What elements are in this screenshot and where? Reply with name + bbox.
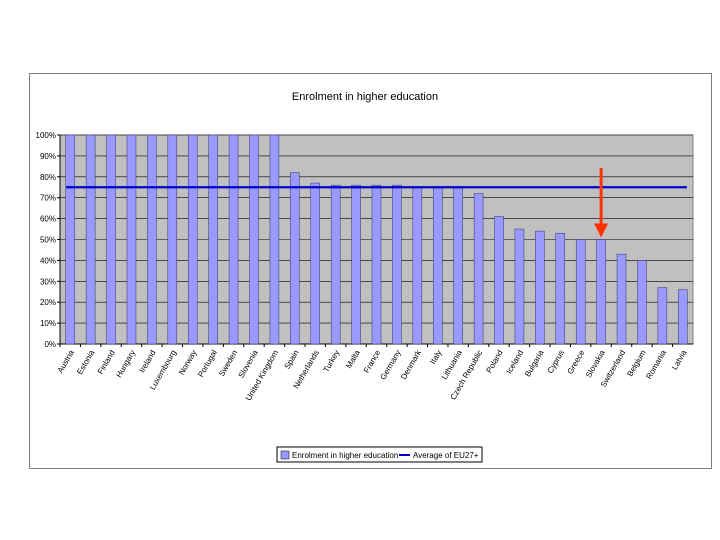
legend-label-line: Average of EU27+ bbox=[413, 451, 479, 460]
x-tick-label: Greece bbox=[566, 348, 587, 376]
x-tick-label: Austria bbox=[56, 348, 77, 375]
bar bbox=[269, 134, 280, 345]
x-tick-label: Estonia bbox=[75, 348, 96, 376]
bar bbox=[208, 134, 218, 345]
bar bbox=[575, 239, 586, 345]
bar bbox=[249, 134, 259, 345]
bar bbox=[637, 260, 647, 345]
y-tick-label: 100% bbox=[36, 131, 56, 140]
x-tick-label: Malta bbox=[344, 348, 362, 370]
legend-swatch-bar bbox=[280, 450, 290, 460]
bar bbox=[535, 230, 545, 345]
x-tick-label: Portugal bbox=[196, 348, 219, 378]
x-tick-label: Hungary bbox=[114, 349, 137, 380]
x-tick-label: Spain bbox=[283, 349, 301, 371]
bar bbox=[555, 232, 566, 345]
x-tick-label: Turkey bbox=[322, 349, 342, 374]
x-tick-label: Ireland bbox=[138, 349, 158, 375]
bar bbox=[106, 134, 116, 345]
bar bbox=[494, 216, 504, 345]
bar bbox=[392, 184, 402, 345]
y-tick-label: 60% bbox=[40, 215, 56, 224]
bar bbox=[147, 134, 157, 345]
x-tick-label: France bbox=[362, 348, 383, 375]
y-tick-label: 40% bbox=[40, 256, 56, 265]
bar bbox=[678, 289, 688, 345]
plot-area: 0% 10% 20% 30% 40% 50% 60% 70% 80% 90% 100% Austria… bbox=[36, 131, 694, 402]
y-tick-label: 90% bbox=[40, 152, 56, 161]
bar bbox=[453, 187, 463, 345]
bar bbox=[616, 253, 627, 345]
bar bbox=[310, 182, 320, 345]
x-tick-label: Finland bbox=[96, 349, 117, 376]
y-tick-label: 30% bbox=[40, 277, 56, 286]
x-tick-label: Romania bbox=[644, 348, 668, 381]
legend-label-bar: Enrolment in higher education bbox=[292, 451, 398, 460]
x-tick-label: Italy bbox=[428, 349, 443, 366]
y-tick-label: 50% bbox=[40, 236, 56, 245]
bar bbox=[126, 134, 137, 345]
x-tick-label: Belgium bbox=[625, 348, 647, 378]
y-tick-label: 20% bbox=[40, 298, 56, 307]
bar bbox=[85, 134, 96, 345]
x-tick-label: Cyprus bbox=[546, 349, 566, 375]
x-tick-label: Norway bbox=[177, 349, 198, 377]
bar bbox=[514, 228, 525, 345]
bar bbox=[371, 184, 382, 345]
x-tick-label: Bulgaria bbox=[523, 348, 546, 378]
bar bbox=[187, 134, 198, 345]
x-tick-label: Iceland bbox=[504, 349, 525, 376]
bar bbox=[290, 172, 300, 345]
legend-box bbox=[276, 446, 483, 463]
y-tick-label: 80% bbox=[40, 173, 56, 182]
bar bbox=[65, 134, 75, 345]
x-tick-label: Sweden bbox=[217, 349, 239, 379]
y-tick-label: 70% bbox=[40, 194, 56, 203]
x-tick-label: Poland bbox=[484, 349, 504, 375]
x-tick-label: Denmark bbox=[399, 348, 424, 381]
bar bbox=[596, 239, 606, 345]
chart-frame: Enrolment in higher education 0% 10% 20% 30… bbox=[29, 73, 712, 469]
y-tick-label: 0% bbox=[44, 340, 56, 349]
bar bbox=[473, 193, 484, 345]
chart-title: Enrolment in higher education bbox=[292, 91, 438, 103]
bar bbox=[351, 184, 361, 345]
bar bbox=[657, 287, 668, 345]
x-tick-label: Latvia bbox=[670, 348, 689, 371]
legend: Enrolment in higher education Average of… bbox=[276, 446, 483, 463]
y-tick-label: 10% bbox=[40, 319, 56, 328]
bar bbox=[330, 184, 341, 345]
bar bbox=[228, 134, 239, 345]
bar-chart: Enrolment in higher education 0% 10% 20% 30… bbox=[36, 91, 694, 463]
highlight-arrow-head bbox=[594, 223, 609, 238]
bar bbox=[412, 187, 423, 345]
bar bbox=[167, 134, 178, 345]
bar bbox=[433, 187, 443, 345]
